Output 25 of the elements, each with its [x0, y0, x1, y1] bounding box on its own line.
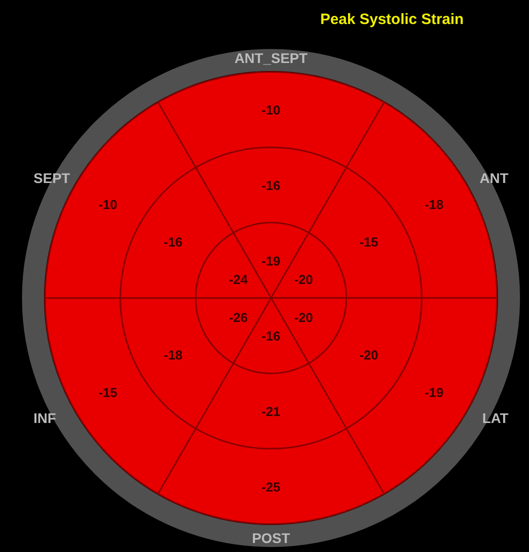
data-label: -16 — [164, 234, 183, 250]
data-label: -20 — [294, 272, 314, 288]
data-label: -24 — [228, 272, 249, 288]
category-label: POST — [252, 530, 291, 546]
data-label: -18 — [424, 196, 444, 212]
data-label: -15 — [359, 234, 378, 250]
category-label: INF — [34, 410, 57, 426]
text: Peak Systolic Strain — [320, 11, 464, 28]
data-label: -20 — [359, 348, 378, 362]
data-label: -25 — [262, 479, 280, 494]
data-label: -18 — [164, 348, 183, 362]
data-label: -20 — [294, 310, 314, 325]
data-label: -15 — [98, 385, 118, 400]
data-label: -26 — [228, 310, 248, 325]
category-label: ANT_SEPT — [234, 50, 308, 66]
category-label: SEPT — [34, 170, 71, 186]
data-label: -16 — [262, 328, 280, 344]
data-label: -21 — [262, 404, 280, 419]
data-label: -10 — [98, 196, 118, 212]
data-label: -19 — [424, 385, 444, 400]
category-label: ANT — [480, 170, 509, 186]
data-label: -16 — [262, 178, 280, 193]
data-label: -19 — [262, 253, 280, 268]
category-label: LAT — [482, 410, 509, 426]
data-label: -10 — [262, 102, 280, 118]
